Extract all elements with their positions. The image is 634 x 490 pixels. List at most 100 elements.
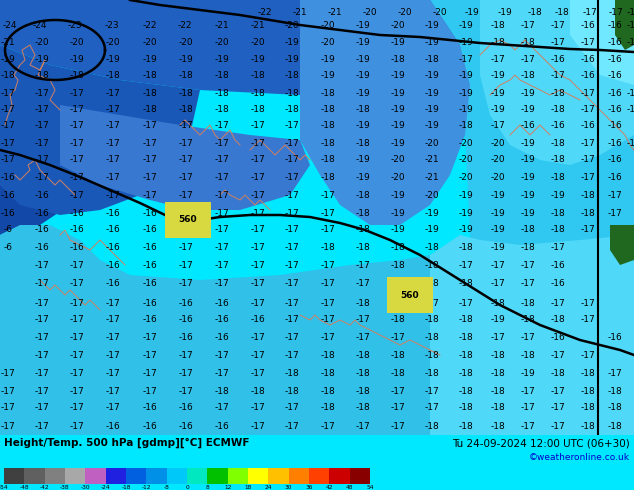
Text: -17: -17 xyxy=(35,368,49,377)
Text: -20: -20 xyxy=(425,139,439,147)
Text: -17: -17 xyxy=(250,244,266,252)
Text: -17: -17 xyxy=(106,89,120,98)
Text: -18: -18 xyxy=(250,105,266,115)
Polygon shape xyxy=(430,0,634,435)
Text: -18: -18 xyxy=(607,421,623,431)
Text: -17: -17 xyxy=(143,139,157,147)
Text: -18: -18 xyxy=(321,122,335,130)
Text: -19: -19 xyxy=(356,39,370,48)
Text: -18: -18 xyxy=(425,55,439,65)
Text: -19: -19 xyxy=(1,55,15,65)
Text: 24: 24 xyxy=(264,485,272,490)
Text: -12: -12 xyxy=(141,485,151,490)
Text: -20: -20 xyxy=(491,139,505,147)
Text: -16: -16 xyxy=(550,122,566,130)
Text: -18: -18 xyxy=(521,298,535,308)
Text: -18: -18 xyxy=(321,351,335,361)
Text: -17: -17 xyxy=(521,334,535,343)
Text: -17: -17 xyxy=(583,8,597,18)
Text: -16: -16 xyxy=(179,209,193,218)
Text: -17: -17 xyxy=(250,192,266,200)
Text: -18: -18 xyxy=(550,209,566,218)
Text: 36: 36 xyxy=(306,485,313,490)
Text: -17: -17 xyxy=(285,403,299,413)
Text: -20: -20 xyxy=(458,155,474,165)
Text: 54: 54 xyxy=(366,485,374,490)
Text: -17: -17 xyxy=(106,316,120,324)
Text: -17: -17 xyxy=(1,105,15,115)
Text: -17: -17 xyxy=(179,139,193,147)
Text: -20: -20 xyxy=(425,192,439,200)
Text: -17: -17 xyxy=(321,225,335,235)
Text: -17: -17 xyxy=(321,334,335,343)
Text: -17: -17 xyxy=(521,403,535,413)
Text: -17: -17 xyxy=(35,139,49,147)
Text: -18: -18 xyxy=(215,105,230,115)
Text: -17: -17 xyxy=(521,22,535,30)
Text: -17: -17 xyxy=(106,192,120,200)
Text: -16: -16 xyxy=(607,105,623,115)
Text: -24: -24 xyxy=(101,485,110,490)
Text: -19: -19 xyxy=(215,55,230,65)
Text: 12: 12 xyxy=(224,485,231,490)
Text: -19: -19 xyxy=(106,55,120,65)
Text: -17: -17 xyxy=(550,351,566,361)
Text: -18: -18 xyxy=(550,368,566,377)
Text: -17: -17 xyxy=(1,155,15,165)
Text: -18: -18 xyxy=(285,368,299,377)
Text: -19: -19 xyxy=(491,225,505,235)
Text: -16: -16 xyxy=(215,316,230,324)
Text: -21: -21 xyxy=(425,173,439,182)
Text: -18: -18 xyxy=(521,39,535,48)
Text: -17: -17 xyxy=(521,387,535,395)
Text: -17: -17 xyxy=(285,244,299,252)
Text: -17: -17 xyxy=(215,351,230,361)
Text: -19: -19 xyxy=(491,209,505,218)
Text: -19: -19 xyxy=(70,55,84,65)
Text: -8: -8 xyxy=(164,485,170,490)
Text: -17: -17 xyxy=(1,368,15,377)
Text: -16: -16 xyxy=(1,209,15,218)
Text: -16: -16 xyxy=(35,244,49,252)
Text: -18: -18 xyxy=(285,387,299,395)
Text: -17: -17 xyxy=(321,262,335,270)
Text: -17: -17 xyxy=(285,316,299,324)
Text: -18: -18 xyxy=(425,316,439,324)
Text: -19: -19 xyxy=(458,225,474,235)
Text: -17: -17 xyxy=(250,173,266,182)
Text: -17: -17 xyxy=(215,279,230,289)
Text: -17: -17 xyxy=(106,403,120,413)
Text: -18: -18 xyxy=(607,387,623,395)
Text: -19: -19 xyxy=(179,55,193,65)
Text: -17: -17 xyxy=(35,262,49,270)
Text: -16: -16 xyxy=(215,421,230,431)
Text: -16: -16 xyxy=(607,89,623,98)
Text: -17: -17 xyxy=(550,421,566,431)
Text: -16: -16 xyxy=(581,72,595,80)
Text: -18: -18 xyxy=(581,387,595,395)
Text: -17: -17 xyxy=(179,192,193,200)
Text: -18: -18 xyxy=(425,262,439,270)
Text: -42: -42 xyxy=(40,485,49,490)
Text: -17: -17 xyxy=(250,368,266,377)
Text: -20: -20 xyxy=(321,39,335,48)
Text: -19: -19 xyxy=(35,55,49,65)
Text: -17: -17 xyxy=(250,139,266,147)
Text: -16: -16 xyxy=(179,298,193,308)
Text: -18: -18 xyxy=(458,421,474,431)
Text: -21: -21 xyxy=(250,22,265,30)
Text: -16: -16 xyxy=(550,262,566,270)
Text: -18: -18 xyxy=(250,72,266,80)
Text: -20: -20 xyxy=(432,8,448,18)
Text: -18: -18 xyxy=(356,225,370,235)
Text: -18: -18 xyxy=(179,72,193,80)
Text: -18: -18 xyxy=(179,89,193,98)
Polygon shape xyxy=(0,0,634,95)
Text: -19: -19 xyxy=(425,22,439,30)
Bar xyxy=(350,468,370,484)
Text: -17: -17 xyxy=(70,262,84,270)
Text: Height/Temp. 500 hPa [gdmp][°C] ECMWF: Height/Temp. 500 hPa [gdmp][°C] ECMWF xyxy=(4,438,250,448)
Polygon shape xyxy=(615,0,634,50)
Text: -18: -18 xyxy=(550,316,566,324)
Text: -18: -18 xyxy=(106,72,120,80)
